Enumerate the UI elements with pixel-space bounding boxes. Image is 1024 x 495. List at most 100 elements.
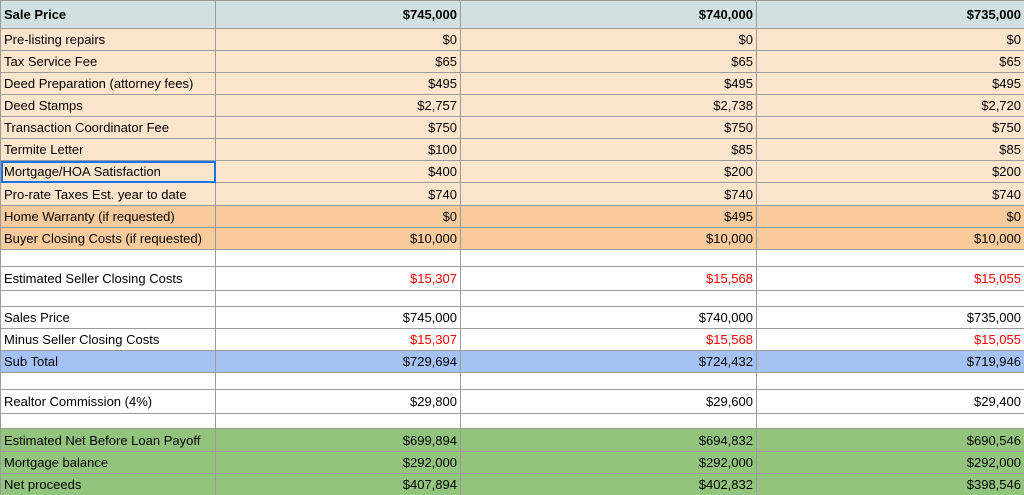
value-cell[interactable]: $740 xyxy=(460,182,757,206)
value-cell[interactable]: $10,000 xyxy=(460,227,757,250)
empty-cell[interactable] xyxy=(0,249,216,267)
value-cell[interactable]: $2,757 xyxy=(215,94,461,117)
value-cell[interactable]: $2,720 xyxy=(756,94,1024,117)
value-cell[interactable]: $495 xyxy=(460,72,757,95)
value-cell[interactable]: $292,000 xyxy=(215,451,461,474)
row-label-cell[interactable]: Mortgage balance xyxy=(0,451,216,474)
empty-cell[interactable] xyxy=(460,413,757,429)
value-cell[interactable]: $690,546 xyxy=(756,428,1024,452)
value-cell[interactable]: $65 xyxy=(460,50,757,73)
empty-cell[interactable] xyxy=(460,290,757,307)
empty-row xyxy=(0,372,1024,390)
value-cell[interactable]: $15,568 xyxy=(460,266,757,291)
empty-cell[interactable] xyxy=(0,290,216,307)
value-cell[interactable]: $10,000 xyxy=(215,227,461,250)
sheet-row: Sub Total $729,694 $724,432 $719,946 xyxy=(0,350,1024,373)
sheet-row: Deed Preparation (attorney fees) $495 $495… xyxy=(0,72,1024,95)
value-cell[interactable]: $85 xyxy=(460,138,757,161)
row-label-cell[interactable]: Deed Stamps xyxy=(0,94,216,117)
value-cell[interactable]: $719,946 xyxy=(756,350,1024,373)
row-label-cell[interactable]: Estimated Net Before Loan Payoff xyxy=(0,428,216,452)
empty-cell[interactable] xyxy=(756,413,1024,429)
value-cell[interactable]: $495 xyxy=(756,72,1024,95)
sheet-row: Pre-listing repairs $0 $0 $0 xyxy=(0,28,1024,51)
value-cell[interactable]: $0 xyxy=(215,28,461,51)
value-cell[interactable]: $402,832 xyxy=(460,473,757,495)
sheet-row: Estimated Seller Closing Costs $15,307 $15… xyxy=(0,266,1024,291)
row-label-cell[interactable]: Pre-listing repairs xyxy=(0,28,216,51)
value-cell[interactable]: $740,000 xyxy=(460,0,757,29)
sheet-row: Mortgage balance $292,000 $292,000 $292,000 xyxy=(0,451,1024,474)
value-cell[interactable]: $2,738 xyxy=(460,94,757,117)
row-label-cell[interactable]: Pro-rate Taxes Est. year to date xyxy=(0,182,216,206)
value-cell[interactable]: $699,894 xyxy=(215,428,461,452)
value-cell[interactable]: $495 xyxy=(460,205,757,228)
value-cell[interactable]: $292,000 xyxy=(756,451,1024,474)
row-label-cell[interactable]: Net proceeds xyxy=(0,473,216,495)
row-label-cell[interactable]: Minus Seller Closing Costs xyxy=(0,328,216,351)
empty-cell[interactable] xyxy=(0,372,216,390)
value-cell[interactable]: $398,546 xyxy=(756,473,1024,495)
value-cell[interactable]: $745,000 xyxy=(215,306,461,329)
row-label-cell[interactable]: Buyer Closing Costs (if requested) xyxy=(0,227,216,250)
row-label-cell[interactable]: Deed Preparation (attorney fees) xyxy=(0,72,216,95)
row-label-cell[interactable]: Home Warranty (if requested) xyxy=(0,205,216,228)
value-cell[interactable]: $29,800 xyxy=(215,389,461,414)
value-cell[interactable]: $750 xyxy=(215,116,461,139)
value-cell[interactable]: $740 xyxy=(215,182,461,206)
value-cell[interactable]: $85 xyxy=(756,138,1024,161)
value-cell[interactable]: $0 xyxy=(460,28,757,51)
empty-cell[interactable] xyxy=(215,372,461,390)
value-cell[interactable]: $29,600 xyxy=(460,389,757,414)
value-cell[interactable]: $15,568 xyxy=(460,328,757,351)
row-label-cell[interactable]: Tax Service Fee xyxy=(0,50,216,73)
value-cell[interactable]: $495 xyxy=(215,72,461,95)
row-label-cell[interactable]: Sub Total xyxy=(0,350,216,373)
row-label-cell[interactable]: Termite Letter xyxy=(0,138,216,161)
empty-cell[interactable] xyxy=(215,249,461,267)
value-cell[interactable]: $740,000 xyxy=(460,306,757,329)
value-cell[interactable]: $735,000 xyxy=(756,306,1024,329)
value-cell[interactable]: $200 xyxy=(756,160,1024,183)
empty-cell[interactable] xyxy=(215,290,461,307)
value-cell[interactable]: $65 xyxy=(756,50,1024,73)
empty-cell[interactable] xyxy=(460,372,757,390)
value-cell[interactable]: $10,000 xyxy=(756,227,1024,250)
empty-cell[interactable] xyxy=(215,413,461,429)
value-cell[interactable]: $15,307 xyxy=(215,328,461,351)
value-cell[interactable]: $750 xyxy=(460,116,757,139)
value-cell[interactable]: $407,894 xyxy=(215,473,461,495)
row-label-cell[interactable]: Transaction Coordinator Fee xyxy=(0,116,216,139)
value-cell[interactable]: $200 xyxy=(460,160,757,183)
value-cell[interactable]: $724,432 xyxy=(460,350,757,373)
value-cell[interactable]: $0 xyxy=(756,28,1024,51)
value-cell[interactable]: $740 xyxy=(756,182,1024,206)
value-cell[interactable]: $729,694 xyxy=(215,350,461,373)
row-label-cell[interactable]: Realtor Commission (4%) xyxy=(0,389,216,414)
value-cell[interactable]: $15,055 xyxy=(756,266,1024,291)
value-cell[interactable]: $0 xyxy=(215,205,461,228)
value-cell[interactable]: $15,055 xyxy=(756,328,1024,351)
value-cell[interactable]: $15,307 xyxy=(215,266,461,291)
value-cell[interactable]: $750 xyxy=(756,116,1024,139)
value-cell[interactable]: $735,000 xyxy=(756,0,1024,29)
value-cell[interactable]: $400 xyxy=(215,160,461,183)
empty-cell[interactable] xyxy=(756,290,1024,307)
row-label-cell[interactable]: Estimated Seller Closing Costs xyxy=(0,266,216,291)
value-cell[interactable]: $29,400 xyxy=(756,389,1024,414)
empty-cell[interactable] xyxy=(756,372,1024,390)
value-cell[interactable]: $0 xyxy=(756,205,1024,228)
row-label-cell[interactable]: Mortgage/HOA Satisfaction xyxy=(0,160,216,183)
value-cell[interactable]: $65 xyxy=(215,50,461,73)
empty-cell[interactable] xyxy=(0,413,216,429)
empty-cell[interactable] xyxy=(756,249,1024,267)
row-label-cell[interactable]: Sales Price xyxy=(0,306,216,329)
value-cell[interactable]: $745,000 xyxy=(215,0,461,29)
row-label-cell[interactable]: Sale Price xyxy=(0,0,216,29)
value-cell[interactable]: $694,832 xyxy=(460,428,757,452)
value-cell[interactable]: $292,000 xyxy=(460,451,757,474)
empty-cell[interactable] xyxy=(460,249,757,267)
value-cell[interactable]: $100 xyxy=(215,138,461,161)
sheet-row: Net proceeds $407,894 $402,832 $398,546 xyxy=(0,473,1024,495)
